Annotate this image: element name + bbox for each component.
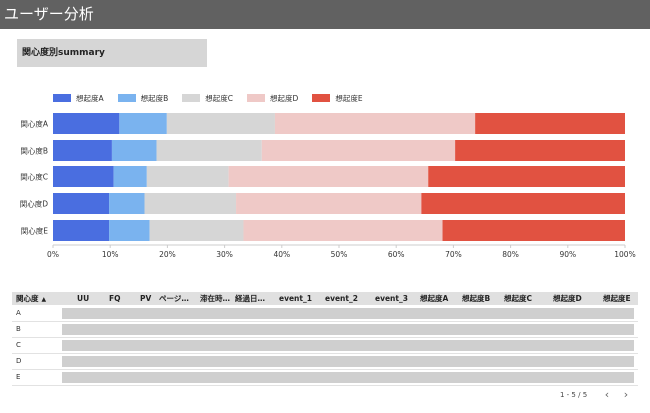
legend-swatch [53, 94, 71, 102]
legend-swatch [182, 94, 201, 102]
bar-segment[interactable] [53, 113, 120, 134]
x-tick-label: 20% [159, 250, 176, 259]
col-header-recall-e[interactable]: 想起度E [603, 294, 631, 303]
legend-label: 想起度D [270, 93, 299, 103]
category-label: 関心度E [21, 226, 48, 236]
col-header-recall-d[interactable]: 想起度D [553, 294, 582, 303]
row-label: C [16, 341, 21, 349]
legend-label: 想起度B [140, 93, 169, 103]
x-tick-label: 0% [47, 250, 59, 259]
legend-item[interactable]: 想起度D [247, 93, 298, 104]
col-header-recall-a[interactable]: 想起度A [420, 294, 449, 303]
bar-segment[interactable] [428, 166, 625, 187]
legend-swatch [117, 94, 136, 102]
bar-segment[interactable] [261, 140, 456, 161]
col-header-event-1[interactable]: event_1 [279, 294, 312, 303]
bar-segment[interactable] [53, 166, 114, 187]
bar-segment[interactable] [53, 220, 110, 241]
row-cells [62, 356, 634, 367]
bar-segment[interactable] [53, 193, 110, 214]
legend-item[interactable]: 想起度A [53, 93, 104, 104]
section-title: 関心度別summary [17, 39, 207, 67]
col-header-fq[interactable]: FQ [109, 294, 121, 303]
col-header-elapsed-days[interactable]: 経過日… [235, 294, 265, 303]
x-tick-label: 70% [445, 250, 462, 259]
x-tick-label: 100% [614, 250, 635, 259]
bar-segment[interactable] [236, 193, 422, 214]
x-tick-label: 60% [388, 250, 405, 259]
legend-label: 想起度C [205, 93, 234, 103]
x-tick-label: 90% [559, 250, 576, 259]
bar-segment[interactable] [146, 166, 229, 187]
page-title: ユーザー分析 [0, 0, 650, 29]
sort-asc-icon: ▲ [41, 296, 47, 303]
pagination-label: 1 - 5 / 5 [560, 391, 588, 399]
bar-segment[interactable] [109, 220, 150, 241]
bar-segment[interactable] [119, 113, 167, 134]
x-tick-label: 30% [216, 250, 233, 259]
row-cells [62, 324, 634, 335]
col-header-event-2[interactable]: event_2 [325, 294, 358, 303]
bar-segment[interactable] [475, 113, 625, 134]
category-label: 関心度D [20, 199, 48, 209]
legend-item[interactable]: 想起度B [117, 93, 169, 104]
legend-item[interactable]: 想起度C [182, 93, 233, 104]
legend-label: 想起度A [76, 93, 104, 103]
row-label: D [16, 357, 22, 365]
bar-segment[interactable] [149, 220, 244, 241]
row-cells [62, 308, 634, 319]
table-row[interactable]: A [12, 306, 638, 322]
table-row[interactable]: D [12, 354, 638, 370]
row-label: A [16, 309, 21, 317]
table-row[interactable]: E [12, 370, 638, 386]
category-label: 関心度B [20, 146, 48, 156]
bar-segment[interactable] [166, 113, 275, 134]
col-header-interest[interactable]: 関心度 ▲ [16, 294, 47, 303]
x-tick-label: 80% [502, 250, 519, 259]
bar-segment[interactable] [144, 193, 237, 214]
col-header-pages[interactable]: ページ… [159, 294, 189, 303]
x-tick-label: 50% [331, 250, 348, 259]
col-header-event-3[interactable]: event_3 [375, 294, 408, 303]
bar-segment[interactable] [421, 193, 625, 214]
table-header: 関心度 ▲ UU FQ PV ページ… 滞在時… 経過日… event_1 eve… [12, 292, 638, 305]
legend-item[interactable]: 想起度E [312, 93, 363, 104]
row-cells [62, 372, 634, 383]
bar-segment[interactable] [243, 220, 443, 241]
row-label: B [16, 325, 21, 333]
chart-legend: 想起度A 想起度B 想起度C 想起度D 想起度E [53, 92, 377, 104]
chevron-left-icon[interactable]: ‹ [604, 388, 610, 401]
col-header-stay-time[interactable]: 滞在時… [200, 294, 230, 303]
table-row[interactable]: B [12, 322, 638, 338]
legend-label: 想起度E [335, 93, 363, 103]
col-header-uu[interactable]: UU [77, 294, 90, 303]
bar-segment[interactable] [53, 140, 112, 161]
col-header-recall-c[interactable]: 想起度C [504, 294, 533, 303]
legend-swatch [312, 94, 331, 102]
category-label: 関心度C [20, 172, 48, 182]
row-label: E [16, 373, 21, 381]
legend-swatch [247, 94, 266, 102]
bar-segment[interactable] [109, 193, 145, 214]
col-header-pv[interactable]: PV [140, 294, 152, 303]
chevron-right-icon[interactable]: › [623, 388, 629, 401]
bar-segment[interactable] [111, 140, 157, 161]
bar-segment[interactable] [442, 220, 625, 241]
bar-segment[interactable] [113, 166, 147, 187]
category-label: 関心度A [20, 119, 48, 129]
bar-segment[interactable] [156, 140, 262, 161]
bar-segment[interactable] [228, 166, 429, 187]
x-tick-label: 10% [102, 250, 119, 259]
col-header-recall-b[interactable]: 想起度B [462, 294, 491, 303]
row-cells [62, 340, 634, 351]
bar-segment[interactable] [455, 140, 625, 161]
bar-segment[interactable] [274, 113, 476, 134]
x-tick-label: 40% [273, 250, 290, 259]
table-row[interactable]: C [12, 338, 638, 354]
